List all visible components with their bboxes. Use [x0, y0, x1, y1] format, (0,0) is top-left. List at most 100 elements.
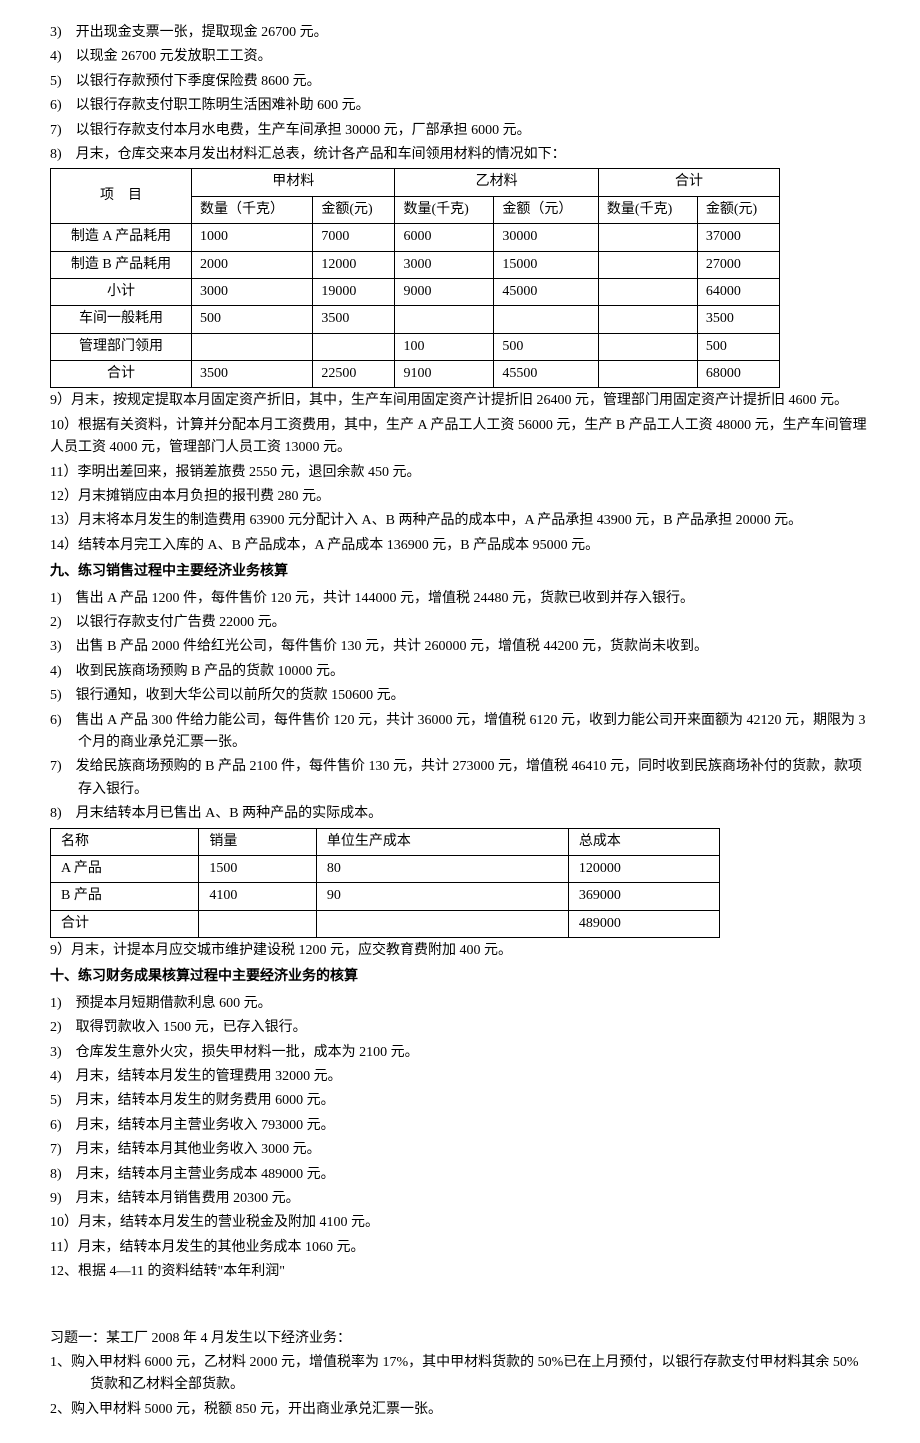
section-heading: 十、练习财务成果核算过程中主要经济业务的核算 — [50, 966, 870, 988]
table-row: 车间一般耗用 500 3500 3500 — [51, 306, 780, 333]
item-text: 售出 A 产品 1200 件，每件售价 120 元，共计 144000 元，增值… — [76, 591, 694, 606]
item-num: 7) — [50, 1142, 62, 1157]
item-num: 3) — [50, 25, 62, 40]
item-text: 月末，仓库交来本月发出材料汇总表，统计各产品和车间领用材料的情况如下： — [76, 147, 566, 162]
table-cell: 1500 — [199, 855, 317, 882]
table-cell: 90 — [316, 883, 568, 910]
item-num: 2) — [50, 615, 62, 630]
table-cell: B 产品 — [51, 883, 199, 910]
table-header: 名称 — [51, 828, 199, 855]
list-item: 6) 月末，结转本月主营业务收入 793000 元。 — [50, 1115, 870, 1137]
table-cell: 4100 — [199, 883, 317, 910]
paragraph: 13）月末将本月发生的制造费用 63900 元分配计入 A、B 两种产品的成本中… — [50, 510, 870, 532]
list-item: 4) 收到民族商场预购 B 产品的货款 10000 元。 — [50, 661, 870, 683]
table-row: 小计 3000 19000 9000 45000 64000 — [51, 278, 780, 305]
paragraph: 11）月末，结转本月发生的其他业务成本 1060 元。 — [50, 1237, 870, 1259]
list-item: 7) 月末，结转本月其他业务收入 3000 元。 — [50, 1139, 870, 1161]
list-item: 9) 月末，结转本月销售费用 20300 元。 — [50, 1188, 870, 1210]
item-num: 2、 — [50, 1402, 71, 1417]
list-item: 3) 出售 B 产品 2000 件给红光公司，每件售价 130 元，共计 260… — [50, 636, 870, 658]
list-item: 7) 发给民族商场预购的 B 产品 2100 件，每件售价 130 元，共计 2… — [50, 756, 870, 801]
table-cell: 30000 — [494, 224, 599, 251]
list-item: 8) 月末，结转本月主营业务成本 489000 元。 — [50, 1164, 870, 1186]
table-header: 乙材料 — [395, 169, 598, 196]
paragraph: 9）月末，按规定提取本月固定资产折旧，其中，生产车间用固定资产计提折旧 2640… — [50, 390, 870, 412]
table-cell: 车间一般耗用 — [51, 306, 192, 333]
table-cell — [598, 278, 697, 305]
table-row: A 产品 1500 80 120000 — [51, 855, 720, 882]
table-cell: 2000 — [192, 251, 313, 278]
table-cell — [598, 333, 697, 360]
item-text: 预提本月短期借款利息 600 元。 — [76, 996, 272, 1011]
table-cell: 小计 — [51, 278, 192, 305]
table-cell: 500 — [697, 333, 779, 360]
item-num: 1) — [50, 996, 62, 1011]
table-cell: 120000 — [568, 855, 719, 882]
table-row: 合计 3500 22500 9100 45500 68000 — [51, 361, 780, 388]
table-cell — [192, 333, 313, 360]
table-cell: 45000 — [494, 278, 599, 305]
item-num: 8) — [50, 806, 62, 821]
item-num: 8) — [50, 1167, 62, 1182]
table-header: 项 目 — [51, 169, 192, 224]
item-num: 6) — [50, 713, 62, 728]
item-text: 以银行存款支付本月水电费，生产车间承担 30000 元，厂部承担 6000 元。 — [76, 123, 531, 138]
table-cell: 9100 — [395, 361, 494, 388]
table-cell: 68000 — [697, 361, 779, 388]
table-subheader: 金额(元) — [697, 196, 779, 223]
table-cell: 100 — [395, 333, 494, 360]
item-text: 月末，结转本月销售费用 20300 元。 — [76, 1191, 300, 1206]
list-item: 4) 月末，结转本月发生的管理费用 32000 元。 — [50, 1066, 870, 1088]
exercise-heading: 习题一：某工厂 2008 年 4 月发生以下经济业务： — [50, 1328, 870, 1350]
list-item: 2) 以银行存款支付广告费 22000 元。 — [50, 612, 870, 634]
table-cell — [598, 251, 697, 278]
table-cell: 489000 — [568, 910, 719, 937]
item-num: 1、 — [50, 1355, 71, 1370]
item-num: 3) — [50, 1045, 62, 1060]
item-num: 5) — [50, 688, 62, 703]
table-cell: 合计 — [51, 361, 192, 388]
item-num: 7) — [50, 759, 62, 774]
table-cell: 369000 — [568, 883, 719, 910]
table-cell: 22500 — [313, 361, 395, 388]
item-num: 4) — [50, 1069, 62, 1084]
table-cell: 制造 A 产品耗用 — [51, 224, 192, 251]
table-header: 甲材料 — [192, 169, 395, 196]
table-cell — [494, 306, 599, 333]
table-cell: 15000 — [494, 251, 599, 278]
paragraph: 12）月末摊销应由本月负担的报刊费 280 元。 — [50, 486, 870, 508]
table-cell: 1000 — [192, 224, 313, 251]
item-num: 1) — [50, 591, 62, 606]
list-item: 5) 以银行存款预付下季度保险费 8600 元。 — [50, 71, 870, 93]
item-text: 开出现金支票一张，提取现金 26700 元。 — [76, 25, 328, 40]
item-text: 银行通知，收到大华公司以前所欠的货款 150600 元。 — [76, 688, 405, 703]
item-num: 2) — [50, 1020, 62, 1035]
item-text: 以银行存款预付下季度保险费 8600 元。 — [76, 74, 321, 89]
item-text: 仓库发生意外火灾，损失甲材料一批，成本为 2100 元。 — [76, 1045, 419, 1060]
item-text: 月末结转本月已售出 A、B 两种产品的实际成本。 — [76, 806, 382, 821]
list-item: 4) 以现金 26700 元发放职工工资。 — [50, 46, 870, 68]
table-header: 销量 — [199, 828, 317, 855]
item-text: 购入甲材料 5000 元，税额 850 元，开出商业承兑汇票一张。 — [71, 1402, 442, 1417]
item-num: 4) — [50, 49, 62, 64]
paragraph: 14）结转本月完工入库的 A、B 产品成本，A 产品成本 136900 元，B … — [50, 535, 870, 557]
table-row: 制造 B 产品耗用 2000 12000 3000 15000 27000 — [51, 251, 780, 278]
table-cell: 合计 — [51, 910, 199, 937]
table-cell: A 产品 — [51, 855, 199, 882]
item-text: 月末，结转本月主营业务成本 489000 元。 — [76, 1167, 335, 1182]
list-item: 6) 以银行存款支付职工陈明生活困难补助 600 元。 — [50, 95, 870, 117]
item-text: 售出 A 产品 300 件给力能公司，每件售价 120 元，共计 36000 元… — [76, 713, 866, 750]
item-text: 月末，结转本月发生的管理费用 32000 元。 — [76, 1069, 342, 1084]
table-cell: 3500 — [192, 361, 313, 388]
table-subheader: 金额（元） — [494, 196, 599, 223]
cost-table: 名称 销量 单位生产成本 总成本 A 产品 1500 80 120000 B 产… — [50, 828, 720, 939]
item-num: 5) — [50, 1093, 62, 1108]
item-num: 6) — [50, 1118, 62, 1133]
table-row: B 产品 4100 90 369000 — [51, 883, 720, 910]
table-row: 制造 A 产品耗用 1000 7000 6000 30000 37000 — [51, 224, 780, 251]
table-cell: 3000 — [192, 278, 313, 305]
table-cell: 制造 B 产品耗用 — [51, 251, 192, 278]
table-cell: 9000 — [395, 278, 494, 305]
item-text: 取得罚款收入 1500 元，已存入银行。 — [76, 1020, 307, 1035]
list-item: 1) 预提本月短期借款利息 600 元。 — [50, 993, 870, 1015]
